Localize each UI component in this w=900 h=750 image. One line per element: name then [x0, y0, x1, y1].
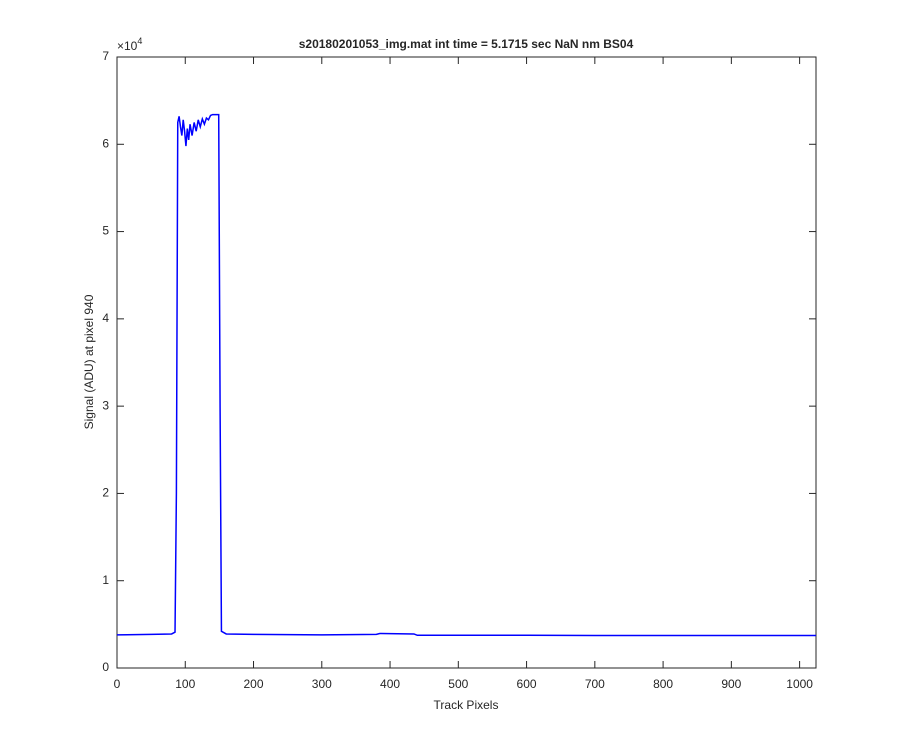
- x-tick-label: 0: [114, 677, 121, 691]
- x-tick-label: 300: [312, 677, 332, 691]
- x-axis-label: Track Pixels: [434, 698, 499, 712]
- y-tick-label: 3: [102, 398, 109, 412]
- y-tick-label: 7: [102, 49, 109, 63]
- y-axis-label: Signal (ADU) at pixel 940: [82, 294, 96, 429]
- signal-line: [116, 113, 816, 637]
- chart-title: s20180201053_img.mat int time = 5.1715 s…: [299, 37, 634, 51]
- x-tick-label: 700: [585, 677, 605, 691]
- x-tick-label: 900: [721, 677, 741, 691]
- x-tick-label: 200: [244, 677, 264, 691]
- y-tick-label: 5: [102, 224, 109, 238]
- y-tick-label: 2: [102, 486, 109, 500]
- axes-box: [116, 56, 817, 669]
- x-tick-label: 400: [380, 677, 400, 691]
- x-tick-label: 600: [517, 677, 537, 691]
- x-tick-label: 800: [653, 677, 673, 691]
- y-multiplier-base: ×10: [117, 39, 138, 53]
- y-tick-label: 4: [102, 311, 109, 325]
- y-tick-label: 6: [102, 136, 109, 150]
- y-tick-label: 1: [102, 573, 109, 587]
- y-multiplier-exponent: 4: [137, 36, 142, 46]
- x-tick-label: 1000: [786, 677, 813, 691]
- x-tick-label: 500: [448, 677, 468, 691]
- y-multiplier: ×104: [117, 36, 142, 53]
- x-tick-label: 100: [175, 677, 195, 691]
- y-tick-label: 0: [102, 660, 109, 674]
